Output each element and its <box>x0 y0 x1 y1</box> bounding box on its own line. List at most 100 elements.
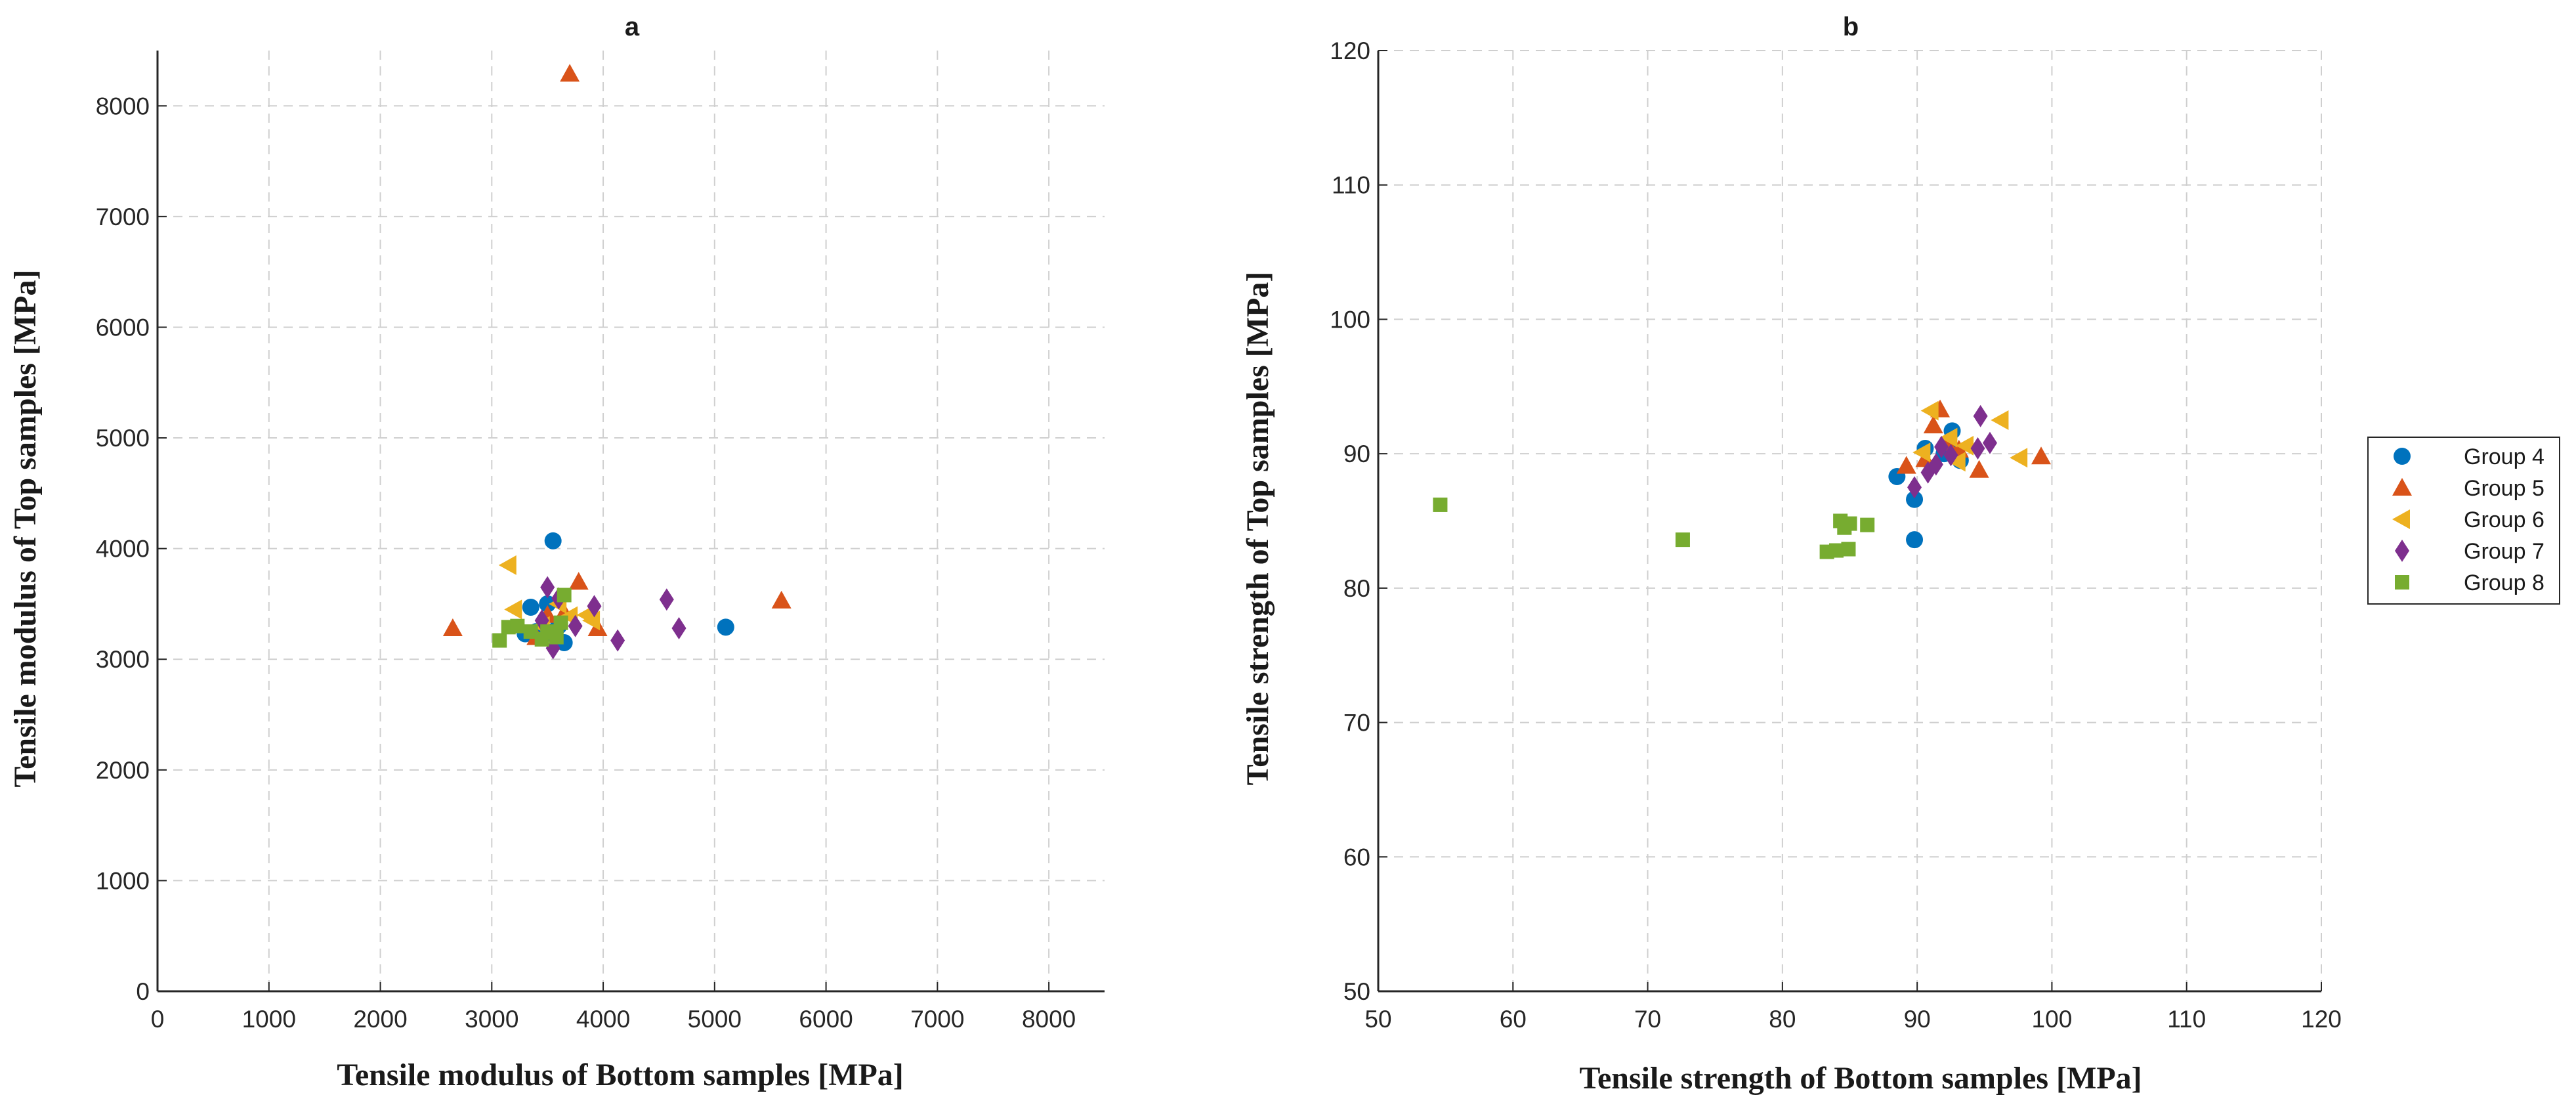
point-group-7 <box>568 614 583 637</box>
point-group-8 <box>1433 497 1448 512</box>
point-group-8 <box>549 630 564 645</box>
point-group-7 <box>1943 444 1958 467</box>
panel-b-ylabel: Tensile strength of Top samples [MPa] <box>1240 272 1275 786</box>
x-tick-label: 8000 <box>1022 1006 1076 1033</box>
panel-b: b 50 60 70 80 90 100 110 120 50 60 70 80 90 100 110 120… <box>1240 12 2342 1096</box>
point-group-7 <box>1934 435 1949 458</box>
point-group-6 <box>1991 410 2009 430</box>
point-group-8 <box>510 618 525 633</box>
point-group-4 <box>522 598 539 616</box>
point-group-7 <box>610 629 625 652</box>
point-group-8 <box>492 633 507 648</box>
x-tick-label: 3000 <box>465 1006 518 1033</box>
legend-marker-group-5 <box>2392 478 2412 496</box>
point-group-5 <box>2031 446 2052 465</box>
point-group-8 <box>1837 520 1852 535</box>
y-tick-label: 60 <box>1343 844 1370 870</box>
x-tick-label: 60 <box>1500 1006 1527 1033</box>
point-group-8 <box>523 624 538 639</box>
x-tick-label: 110 <box>2167 1006 2206 1033</box>
legend-marker-group-7 <box>2395 540 2409 562</box>
y-tick-label: 1000 <box>96 867 150 894</box>
point-group-8 <box>557 588 572 603</box>
point-group-4 <box>717 618 734 636</box>
panel-b-ticks: 50 60 70 80 90 100 110 120 50 60 70 80 90 100 110 120 <box>1330 37 2342 1033</box>
legend-label-group-5: Group 5 <box>2464 476 2544 501</box>
y-tick-label: 3000 <box>96 646 150 673</box>
y-tick-label: 0 <box>136 978 150 1005</box>
y-tick-label: 70 <box>1343 710 1370 737</box>
point-group-4 <box>1906 531 1924 549</box>
panel-a-grid <box>157 51 1105 992</box>
point-group-7 <box>1970 437 1985 460</box>
y-tick-label: 5000 <box>96 425 150 452</box>
panel-b-title: b <box>1843 12 1859 41</box>
y-tick-label: 8000 <box>96 93 150 119</box>
x-tick-label: 2000 <box>353 1006 407 1033</box>
panel-b-xlabel: Tensile strength of Bottom samples [MPa] <box>1579 1061 2142 1096</box>
point-group-5 <box>1923 416 1943 434</box>
panel-a: a 0 1000 2000 3000 4000 5000 6000 7000 8000 0 1000… <box>8 12 1105 1092</box>
legend-label-group-6: Group 6 <box>2464 507 2544 532</box>
point-group-8 <box>1841 542 1856 557</box>
x-tick-label: 6000 <box>799 1006 853 1033</box>
x-tick-label: 7000 <box>910 1006 964 1033</box>
point-group-6 <box>1956 435 1974 456</box>
point-group-4 <box>544 532 562 549</box>
point-group-4 <box>539 595 557 612</box>
panel-a-ylabel: Tensile modulus of Top samples [MPa] <box>8 269 43 787</box>
x-tick-label: 1000 <box>242 1006 296 1033</box>
point-group-8 <box>1860 517 1875 532</box>
legend-label-group-4: Group 4 <box>2464 444 2544 469</box>
point-group-6 <box>1912 442 1931 463</box>
point-group-7 <box>659 588 674 611</box>
panel-a-axes <box>156 51 1105 993</box>
y-tick-label: 6000 <box>96 314 150 341</box>
y-tick-label: 120 <box>1330 37 1370 64</box>
point-group-5 <box>771 590 792 609</box>
x-tick-label: 120 <box>2301 1006 2342 1033</box>
point-group-4 <box>1906 490 1924 508</box>
legend-marker-group-4 <box>2394 448 2411 465</box>
y-tick-label: 100 <box>1330 306 1370 333</box>
panel-b-points <box>1433 399 2052 559</box>
y-tick-label: 7000 <box>96 204 150 230</box>
point-group-5 <box>568 572 589 590</box>
legend-label-group-8: Group 8 <box>2464 570 2544 595</box>
y-tick-label: 110 <box>1332 172 1370 199</box>
x-tick-label: 5000 <box>688 1006 742 1033</box>
y-tick-label: 90 <box>1343 440 1370 467</box>
point-group-8 <box>1828 543 1844 558</box>
legend-marker-group-6 <box>2392 509 2410 529</box>
x-tick-label: 90 <box>1904 1006 1931 1033</box>
panel-a-title: a <box>625 12 640 41</box>
point-group-7 <box>1907 476 1922 499</box>
x-tick-label: 70 <box>1634 1006 1661 1033</box>
legend: Group 4 Group 5 Group 6 Group 7 Group 8 <box>2367 437 2560 605</box>
y-tick-label: 50 <box>1343 978 1370 1005</box>
point-group-5 <box>1896 456 1916 474</box>
legend-marker-group-8 <box>2395 575 2409 590</box>
point-group-6 <box>1920 400 1939 421</box>
panel-a-ticks: 0 1000 2000 3000 4000 5000 6000 7000 8000 0 1000 20… <box>96 93 1076 1033</box>
point-group-7 <box>1928 453 1943 476</box>
point-group-6 <box>1947 452 1966 472</box>
point-group-8 <box>1675 532 1690 547</box>
panel-a-xlabel: Tensile modulus of Bottom samples [MPa] <box>337 1058 904 1092</box>
point-group-6 <box>2010 448 2028 468</box>
point-group-5 <box>442 618 463 637</box>
point-group-6 <box>1939 427 1958 448</box>
point-group-5 <box>1969 460 1989 478</box>
panel-b-axes <box>1377 51 2321 993</box>
point-group-7 <box>540 576 555 599</box>
point-group-8 <box>534 632 549 647</box>
point-group-7 <box>671 617 686 640</box>
y-tick-label: 4000 <box>96 536 150 563</box>
x-tick-label: 50 <box>1364 1006 1391 1033</box>
legend-label-group-7: Group 7 <box>2464 539 2544 564</box>
x-tick-label: 0 <box>151 1006 165 1033</box>
point-group-7 <box>1973 404 1988 427</box>
y-tick-label: 2000 <box>96 757 150 784</box>
x-tick-label: 80 <box>1769 1006 1796 1033</box>
panel-a-points <box>442 64 792 660</box>
